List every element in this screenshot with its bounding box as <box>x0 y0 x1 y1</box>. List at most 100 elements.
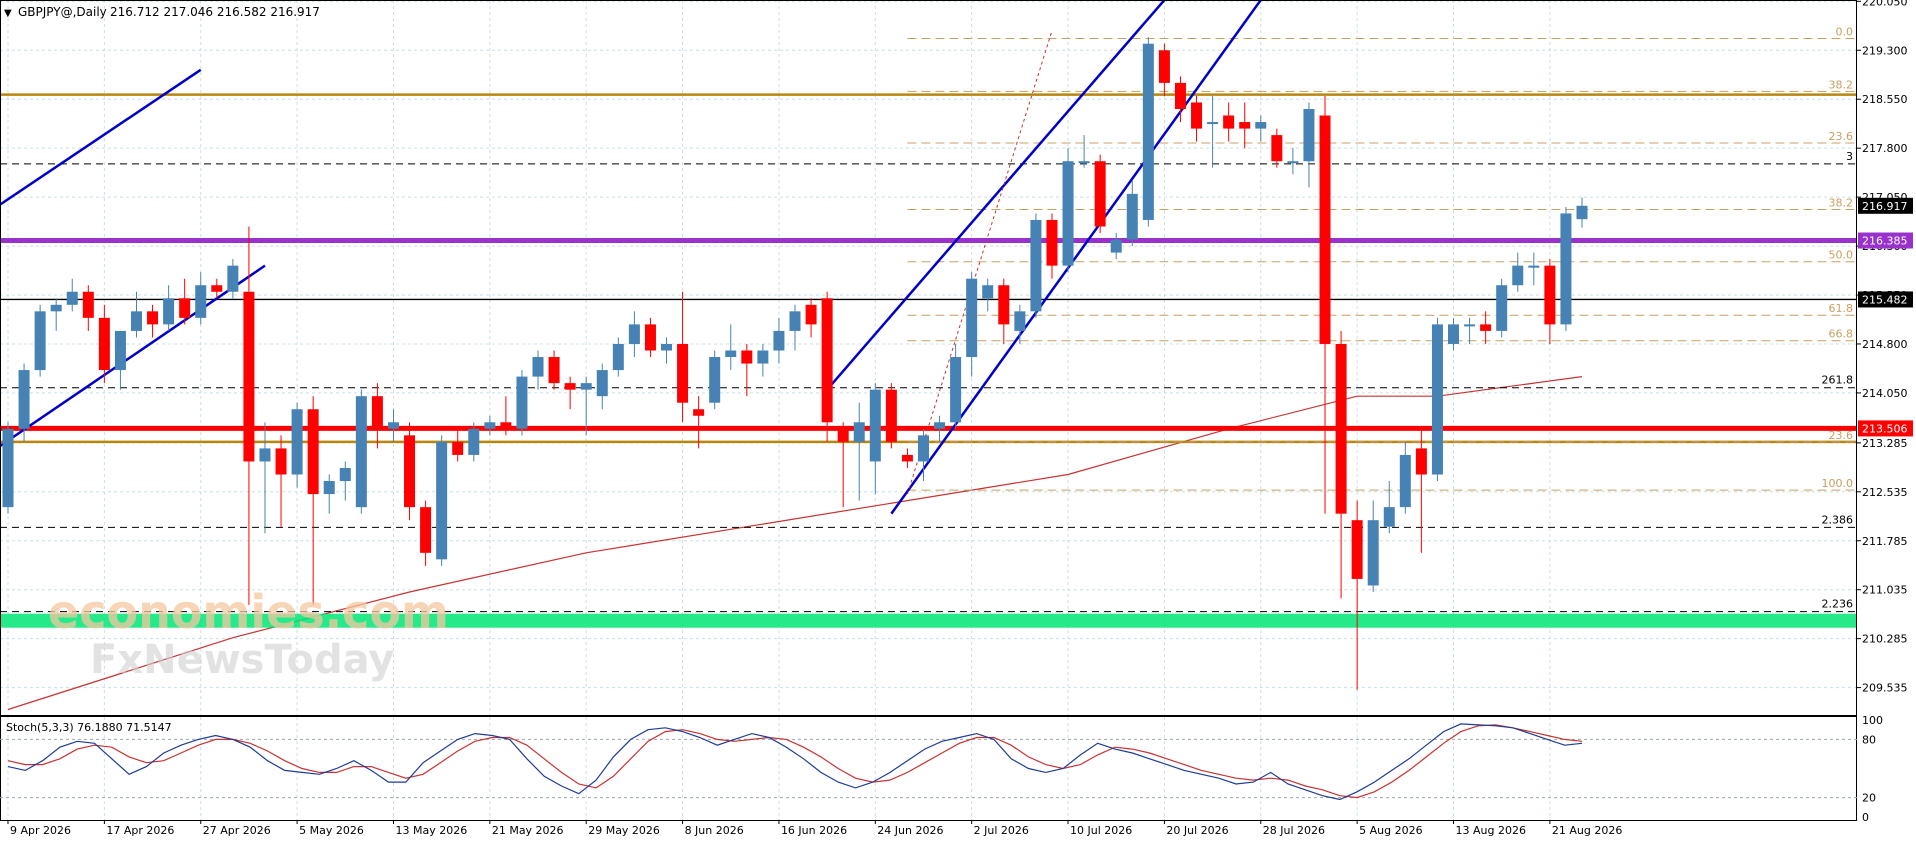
fib-label: 66.8 <box>1829 328 1854 341</box>
candle-body <box>1174 82 1186 109</box>
candle-body <box>484 422 496 429</box>
fibonacci-levels: 0.0 38.2 23.6 38.2 50.0 61.8 66.8 23.6 100.0 <box>907 26 1857 491</box>
candle-body <box>661 343 673 351</box>
candle-body <box>1223 115 1235 129</box>
stoch-signal-line <box>7 724 1583 799</box>
support-band <box>0 613 1857 628</box>
candle-body <box>227 265 239 292</box>
price-tick-label: 210.285 <box>1862 633 1908 646</box>
price-tick-label: 214.050 <box>1862 387 1908 400</box>
candle-body <box>243 291 255 462</box>
ma-line <box>7 376 1583 711</box>
candle-body <box>1496 285 1508 331</box>
fib-label: 50.0 <box>1829 249 1854 262</box>
moving-average <box>7 376 1583 711</box>
candle-body <box>741 350 753 364</box>
candle-body <box>1351 520 1363 579</box>
trendline <box>0 68 202 207</box>
candle-body <box>917 435 929 462</box>
dashed-level-label: 2.236 <box>1822 598 1854 611</box>
date-label: 10 Jul 2026 <box>1070 824 1132 837</box>
candle-body <box>757 350 769 364</box>
dropdown-arrow-icon[interactable]: ▼ <box>4 8 12 19</box>
candle-body <box>387 422 399 429</box>
candle-body <box>1255 122 1267 129</box>
date-label: 13 May 2026 <box>395 824 467 837</box>
candle-body <box>323 481 335 495</box>
watermark-line-2: FxNewsToday <box>90 637 394 683</box>
candle-body <box>1464 324 1476 327</box>
candle-body <box>1335 343 1347 514</box>
candle-body <box>1078 161 1090 164</box>
fib-label: 38.2 <box>1829 78 1854 91</box>
dashed-level-label: 261.8 <box>1822 374 1854 387</box>
candle-body <box>725 350 737 358</box>
candle-body <box>548 357 560 384</box>
candle-body <box>998 285 1010 325</box>
date-axis: 9 Apr 2026 17 Apr 2026 27 Apr 2026 5 May 20… <box>7 820 1622 837</box>
symbol-label: GBPJPY@,Daily <box>18 5 107 19</box>
watermark: economies.com FxNewsToday <box>48 585 449 683</box>
candle-body <box>355 396 367 508</box>
price-tag-box <box>1858 197 1913 214</box>
price-tick-label: 214.800 <box>1862 338 1908 351</box>
candle-body <box>1271 135 1283 162</box>
candle-body <box>275 448 287 475</box>
candle-body <box>1383 507 1395 527</box>
candle-body <box>516 376 528 429</box>
candle-body <box>1560 213 1572 325</box>
candle-body <box>853 422 865 442</box>
candle-body <box>837 428 849 442</box>
price-tag-label: 215.482 <box>1862 293 1908 306</box>
candle-body <box>50 304 62 312</box>
price-tick-label: 212.535 <box>1862 486 1908 499</box>
candle-body <box>1303 108 1315 162</box>
fib-label: 61.8 <box>1829 302 1854 315</box>
candle-body <box>1014 311 1026 331</box>
candle-body <box>468 428 480 455</box>
stoch-axis-label: 0 <box>1862 811 1869 824</box>
price-tags: 216.917 216.385 215.482 213.506 <box>1858 197 1913 437</box>
candle-body <box>644 324 656 351</box>
trendline <box>0 264 266 448</box>
candle-body <box>34 311 46 371</box>
candle-body <box>66 291 78 305</box>
candle-body <box>500 422 512 429</box>
stoch-axis-label: 80 <box>1862 733 1876 746</box>
candle-body <box>773 330 785 351</box>
price-tick-label: 209.535 <box>1862 682 1908 695</box>
price-tick-label: 211.035 <box>1862 584 1908 597</box>
candle-body <box>195 285 207 318</box>
fib-label: 0.0 <box>1836 26 1854 39</box>
price-tick-label: 213.285 <box>1862 437 1908 450</box>
candle-body <box>677 343 689 403</box>
candle-body <box>18 370 30 429</box>
price-tick-label: 220.050 <box>1862 0 1908 8</box>
fib-label: 23.6 <box>1829 130 1854 143</box>
candle-body <box>966 278 978 358</box>
date-label: 21 May 2026 <box>492 824 564 837</box>
candle-body <box>1239 122 1251 129</box>
candle-body <box>1431 324 1443 475</box>
stoch-axis-label: 20 <box>1862 792 1876 805</box>
price-tag-box <box>1858 232 1913 249</box>
candle-body <box>885 389 897 442</box>
price-tick-label: 218.550 <box>1862 93 1908 106</box>
trendlines <box>0 0 1262 515</box>
candle-body <box>1094 161 1106 227</box>
candle-body <box>179 298 191 318</box>
stoch-axis-label: 100 <box>1862 714 1883 727</box>
candle-body <box>1399 454 1411 508</box>
dashed-level-label: 2.386 <box>1822 513 1854 526</box>
candle-body <box>805 304 817 325</box>
date-label: 29 May 2026 <box>588 824 660 837</box>
candle-body <box>1415 448 1427 475</box>
candle-body <box>869 389 881 462</box>
candle-body <box>821 298 833 423</box>
grid <box>0 0 1857 820</box>
price-tag-label: 213.506 <box>1862 422 1908 435</box>
date-label: 2 Jul 2026 <box>974 824 1029 837</box>
date-label: 28 Jul 2026 <box>1263 824 1325 837</box>
candle-body <box>1480 324 1492 331</box>
candle-body <box>789 311 801 331</box>
